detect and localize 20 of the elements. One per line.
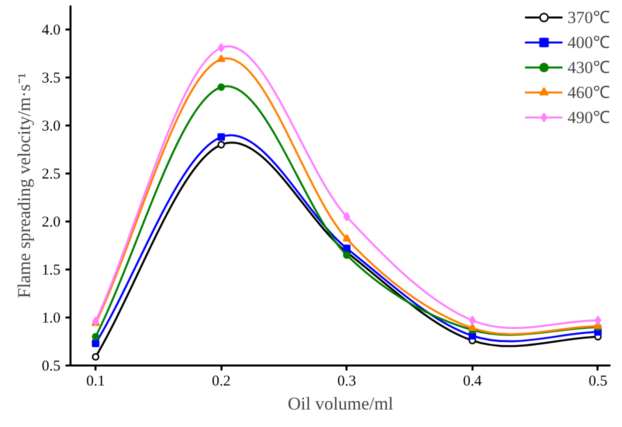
y-tick-label: 1.0 [42,310,60,326]
y-tick-label: 4.0 [42,22,60,38]
x-tick-label: 0.4 [462,374,482,390]
legend-label: 490℃ [568,107,610,128]
x-tick-label: 0.2 [212,374,231,390]
y-tick-label: 3.0 [42,118,60,134]
y-axis-title: Flame spreading velocity/m·s⁻¹ [14,72,34,298]
y-tick-label: 1.5 [42,262,60,278]
y-tick-label: 3.5 [42,70,60,86]
x-axis-title: Oil volume/ml [288,394,394,414]
y-tick-label: 0.5 [42,358,60,374]
x-tick-label: 0.1 [86,374,105,390]
y-tick-label: 2.0 [42,214,60,230]
y-tick-label: 2.5 [42,166,60,182]
legend-label: 460℃ [568,82,610,103]
x-tick-label: 0.5 [588,374,608,390]
legend-label: 400℃ [568,32,610,53]
legend-label: 430℃ [568,57,610,78]
legend-label: 370℃ [568,7,610,28]
x-tick-label: 0.3 [337,374,356,390]
